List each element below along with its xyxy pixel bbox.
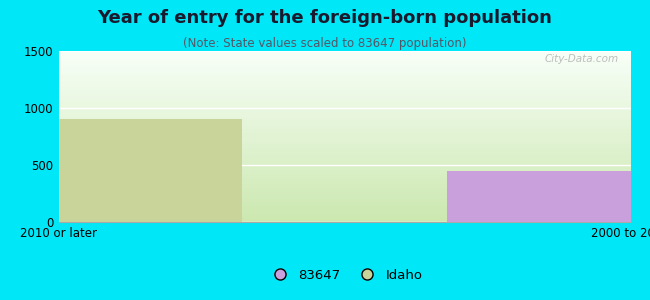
Text: Year of entry for the foreign-born population: Year of entry for the foreign-born popul…: [98, 9, 552, 27]
Bar: [630, 145, 650, 222]
Bar: [447, 171, 630, 222]
Bar: [447, 171, 630, 222]
Text: City-Data.com: City-Data.com: [545, 54, 619, 64]
Bar: [58, 119, 242, 222]
Bar: [58, 119, 242, 222]
Bar: [0, 74, 58, 222]
Bar: [630, 145, 650, 222]
Legend: 83647, Idaho: 83647, Idaho: [261, 264, 428, 287]
Bar: [0, 74, 58, 222]
Text: (Note: State values scaled to 83647 population): (Note: State values scaled to 83647 popu…: [183, 38, 467, 50]
